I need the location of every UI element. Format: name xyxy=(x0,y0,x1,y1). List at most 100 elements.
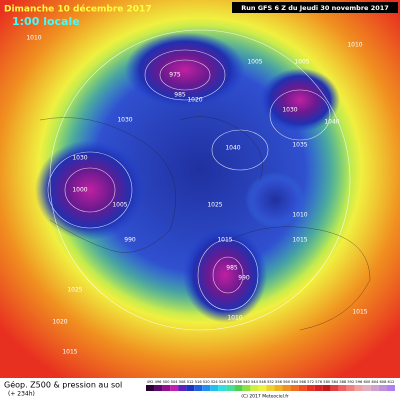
run-box xyxy=(232,2,398,13)
isobar-label: 1005 xyxy=(247,59,262,66)
isobar-label: 1005 xyxy=(294,59,309,66)
scale-swatch xyxy=(178,385,187,391)
footer-title: Géop. Z500 & pression au sol xyxy=(4,380,122,390)
isobar-label: 1040 xyxy=(324,119,339,126)
isobar-label: 1030 xyxy=(282,107,297,114)
credit: (C) 2017 Meteociel.fr xyxy=(241,394,289,400)
scale-label: 536 xyxy=(235,380,243,384)
scale-swatch xyxy=(162,385,171,391)
scale-swatch xyxy=(370,385,379,391)
trough xyxy=(245,172,305,228)
scale-swatch xyxy=(290,385,299,391)
scale-swatch xyxy=(170,385,179,391)
scale-swatch xyxy=(154,385,163,391)
scale-label: 560 xyxy=(283,380,291,384)
scale-label: 588 xyxy=(339,380,347,384)
scale-swatch xyxy=(202,385,211,391)
isobar-label: 1015 xyxy=(217,237,232,244)
scale-swatch xyxy=(362,385,371,391)
scale-swatch xyxy=(194,385,203,391)
scale-swatch xyxy=(378,385,387,391)
scale-label: 544 xyxy=(251,380,259,384)
scale-swatch xyxy=(386,385,395,391)
scale-label: 584 xyxy=(331,380,339,384)
scale-label: 524 xyxy=(211,380,219,384)
scale-label: 600 xyxy=(363,380,371,384)
scale-swatch xyxy=(146,385,155,391)
lead-time: (+ 234h) xyxy=(8,391,35,398)
isobar-label: 1000 xyxy=(72,187,87,194)
scale-swatch xyxy=(186,385,195,391)
isobar-label: 1010 xyxy=(347,42,362,49)
scale-label: 520 xyxy=(203,380,211,384)
scale-label: 596 xyxy=(355,380,363,384)
scale-swatch xyxy=(226,385,235,391)
isobar-label: 1030 xyxy=(72,155,87,162)
isobar-label: 990 xyxy=(238,275,250,282)
isobar-label: 1010 xyxy=(26,35,41,42)
scale-swatch xyxy=(266,385,275,391)
isobar-label: 1040 xyxy=(225,145,240,152)
scale-swatch xyxy=(250,385,259,391)
isobar-label: 1015 xyxy=(352,309,367,316)
low-north xyxy=(125,32,245,108)
scale-swatch xyxy=(282,385,291,391)
isobar-label: 1025 xyxy=(67,287,82,294)
scale-label: 528 xyxy=(219,380,227,384)
isobar-label: 1020 xyxy=(187,97,202,104)
isobar-label: 985 xyxy=(174,92,186,99)
scale-label: 572 xyxy=(307,380,314,384)
scale-label: 592 xyxy=(347,380,354,384)
scale-swatch xyxy=(298,385,307,391)
scale-label: 568 xyxy=(299,380,307,384)
isobar-label: 1025 xyxy=(207,202,222,209)
scale-swatch xyxy=(346,385,355,391)
low-south xyxy=(183,227,267,323)
scale-swatch xyxy=(218,385,227,391)
isobars xyxy=(47,29,351,331)
isobar-label: 1010 xyxy=(227,315,242,322)
scale-label: 500 xyxy=(163,380,171,384)
scale-label: 504 xyxy=(171,380,179,384)
scale-swatch xyxy=(258,385,267,391)
scale-swatch xyxy=(234,385,243,391)
isobar-label: 1030 xyxy=(117,117,132,124)
scale-swatch xyxy=(314,385,323,391)
color-scale: 492 496 500 504 508 512 516 520 524 528 532 536 540 5… xyxy=(146,380,395,391)
scale-swatch xyxy=(242,385,251,391)
scale-label: 548 xyxy=(259,380,267,384)
isobar-label: 1035 xyxy=(292,142,307,149)
isobar-label: 1020 xyxy=(52,319,67,326)
scale-swatch xyxy=(322,385,331,391)
scale-label: 492 xyxy=(147,380,154,384)
scale-label: 556 xyxy=(275,380,283,384)
isobar-label: 1010 xyxy=(292,212,307,219)
scale-label: 604 xyxy=(371,380,379,384)
scale-swatch xyxy=(330,385,339,391)
scale-label: 552 xyxy=(267,380,274,384)
isobar-label: 1015 xyxy=(62,349,77,356)
isobar-label: 990 xyxy=(124,237,136,244)
scale-label: 496 xyxy=(155,380,163,384)
scale-swatch xyxy=(274,385,283,391)
isobar-labels: 1010 975 985 1005 1005 1030 1040 1035 1040 1030 10… xyxy=(26,35,367,356)
scale-label: 516 xyxy=(195,380,203,384)
scale-label: 512 xyxy=(187,380,194,384)
isobar-label: 1015 xyxy=(292,237,307,244)
scale-label: 576 xyxy=(315,380,323,384)
scale-label: 564 xyxy=(291,380,299,384)
isobar-label: 975 xyxy=(169,72,181,79)
low-east xyxy=(260,68,340,132)
isobar-label: 1005 xyxy=(112,202,127,209)
scale-swatch xyxy=(306,385,315,391)
isobar-label: 985 xyxy=(226,265,238,272)
scale-swatch xyxy=(338,385,347,391)
scale-label: 612 xyxy=(388,380,395,384)
scale-label: 608 xyxy=(380,380,388,384)
scale-label: 540 xyxy=(243,380,251,384)
scale-label: 580 xyxy=(323,380,331,384)
scale-label: 508 xyxy=(179,380,187,384)
scale-label: 532 xyxy=(227,380,234,384)
date: Dimanche 10 décembre 2017 xyxy=(4,4,152,15)
